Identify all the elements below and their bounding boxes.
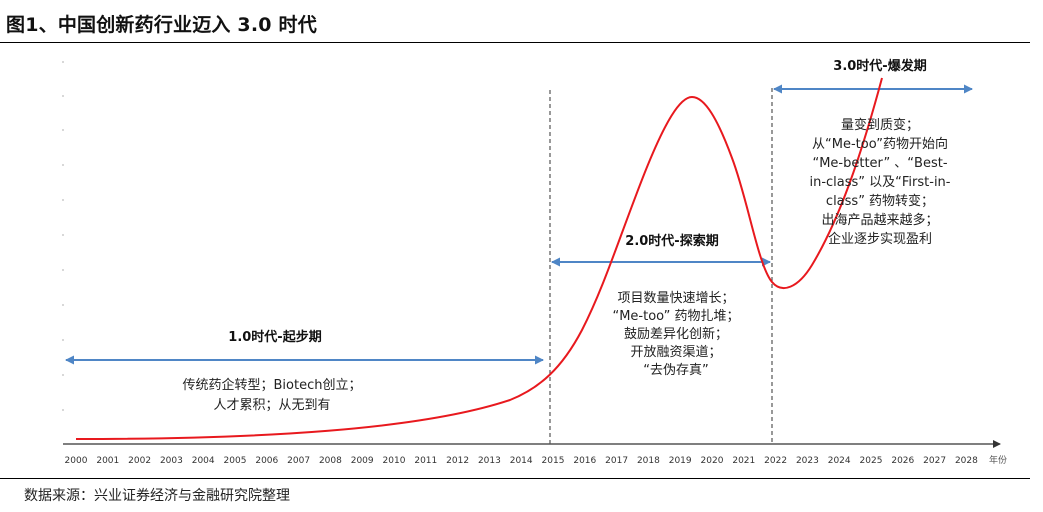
era-2-line: 鼓励差异化创新；: [624, 326, 728, 342]
era-2-line: 项目数量快速增长；: [617, 291, 734, 306]
era-2-title: 2.0时代-探索期: [625, 233, 718, 249]
year-label: 2023: [796, 456, 819, 466]
year-axis-labels: 2000 2001 2002 2003 2004 2005 2006 2007 …: [65, 454, 1007, 466]
year-label: 2013: [478, 456, 501, 466]
era-3-line: class” 药物转变；: [826, 193, 934, 209]
era-3-line: 从“Me-too”药物开始向: [812, 136, 948, 152]
era-2-line: 开放融资渠道；: [630, 345, 721, 360]
era-3-line: “Me-better” 、“Best-: [812, 156, 947, 171]
left-tick-dots: [62, 61, 64, 411]
year-label: 2027: [923, 456, 946, 466]
figure-title: 图1、中国创新药行业迈入 3.0 时代: [6, 14, 317, 36]
year-label: 2026: [891, 456, 914, 466]
era-2-description: 项目数量快速增长； “Me-too” 药物扎堆； 鼓励差异化创新； 开放融资渠道…: [612, 291, 739, 378]
era-1-title: 1.0时代-起步期: [228, 329, 321, 345]
year-label: 2011: [414, 456, 437, 466]
era-1-description: 传统药企转型；Biotech创立； 人才累积；从无到有: [183, 377, 362, 413]
year-label: 2022: [764, 456, 787, 466]
year-label: 2006: [255, 456, 278, 466]
top-rule: [0, 42, 1030, 43]
year-label: 2025: [860, 456, 883, 466]
year-label: 2001: [96, 456, 119, 466]
era-3-line: 企业逐步实现盈利: [828, 231, 932, 247]
era-2-line: “去伪存真”: [643, 363, 708, 378]
year-label: 2004: [192, 456, 215, 466]
year-label: 2010: [383, 456, 406, 466]
year-label: 2021: [732, 456, 755, 466]
year-label: 2019: [669, 456, 692, 466]
source-note: 数据来源：兴业证券经济与金融研究院整理: [24, 488, 290, 504]
era-3-line: 量变到质变；: [841, 117, 919, 133]
era-3-description: 量变到质变； 从“Me-too”药物开始向 “Me-better” 、“Best…: [809, 117, 950, 247]
bottom-rule: [0, 478, 1030, 479]
year-label: 2007: [287, 456, 310, 466]
year-label: 2015: [542, 456, 565, 466]
year-label: 2003: [160, 456, 183, 466]
era-1-line: 人才累积；从无到有: [213, 398, 330, 413]
year-label: 2002: [128, 456, 151, 466]
era-3-title: 3.0时代-爆发期: [833, 58, 926, 74]
year-label: 2016: [573, 456, 596, 466]
year-label: 2017: [605, 456, 628, 466]
year-label: 2009: [351, 456, 374, 466]
development-curve: [75, 77, 883, 440]
axis-unit-label: 年份: [989, 454, 1007, 466]
year-label: 2024: [828, 456, 851, 466]
year-label: 2018: [637, 456, 660, 466]
era-1-line: 传统药企转型；Biotech创立；: [183, 377, 362, 393]
year-label: 2020: [701, 456, 724, 466]
year-label: 2012: [446, 456, 469, 466]
era-3-line: 出海产品越来越多；: [821, 212, 938, 228]
year-label: 2005: [224, 456, 247, 466]
era-2-line: “Me-too” 药物扎堆；: [612, 309, 739, 324]
year-label: 2000: [65, 456, 88, 466]
year-label: 2008: [319, 456, 342, 466]
year-label: 2028: [955, 456, 978, 466]
year-label: 2014: [510, 456, 533, 466]
era-3-line: in-class” 以及“First-in-: [809, 175, 950, 190]
